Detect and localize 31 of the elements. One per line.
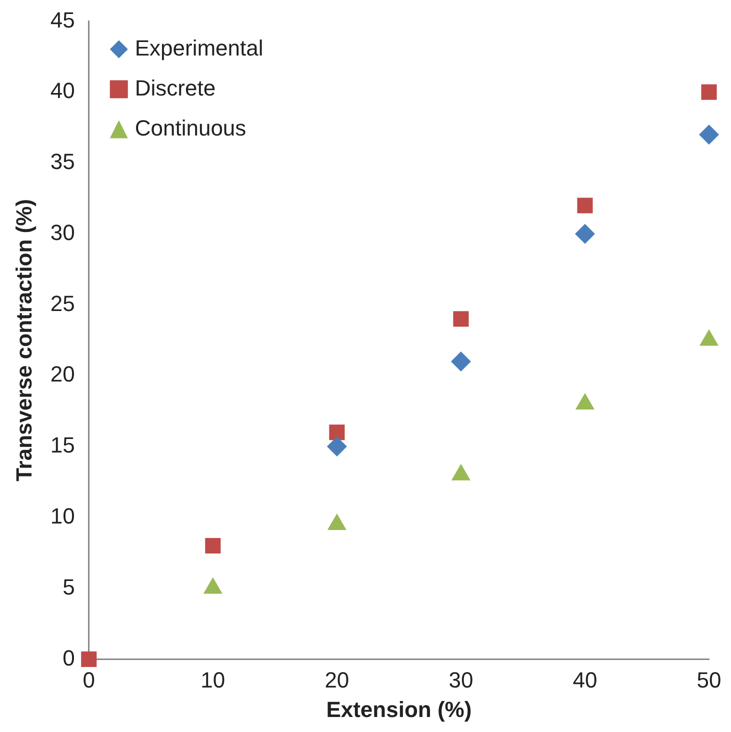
- point: [326, 436, 347, 457]
- y-tick-label: 30: [50, 220, 75, 245]
- x-axis-title: Extension (%): [326, 696, 472, 722]
- y-tick-label: 35: [50, 149, 75, 174]
- point: [329, 424, 345, 440]
- x-tick-label: 50: [696, 667, 722, 692]
- point: [574, 224, 595, 244]
- y-axis-title: Transverse contraction (%): [11, 198, 36, 482]
- point: [81, 651, 97, 667]
- legend-label: Experimental: [134, 35, 264, 60]
- point: [699, 124, 719, 145]
- point: [205, 538, 221, 554]
- x-tick-label: 0: [82, 667, 95, 692]
- point: [453, 311, 469, 327]
- x-tick-label: 20: [324, 667, 350, 692]
- x-tick-label: 10: [200, 667, 226, 692]
- y-tick-label: 20: [50, 362, 75, 387]
- point: [701, 84, 717, 100]
- y-tick-label: 5: [62, 574, 75, 600]
- y-tick-label: 40: [50, 78, 75, 104]
- x-tick-label: 30: [448, 667, 474, 692]
- y-tick-label: 25: [50, 290, 75, 316]
- y-tick-label: 0: [62, 645, 75, 670]
- legend-label: Discrete: [134, 75, 216, 100]
- point: [577, 198, 593, 214]
- y-tick-label: 15: [50, 432, 75, 458]
- x-tick-label: 40: [572, 667, 598, 692]
- y-tick-label: 10: [50, 503, 75, 528]
- point: [450, 351, 471, 372]
- legend-label: Continuous: [134, 115, 246, 140]
- y-tick-label: 45: [50, 7, 75, 32]
